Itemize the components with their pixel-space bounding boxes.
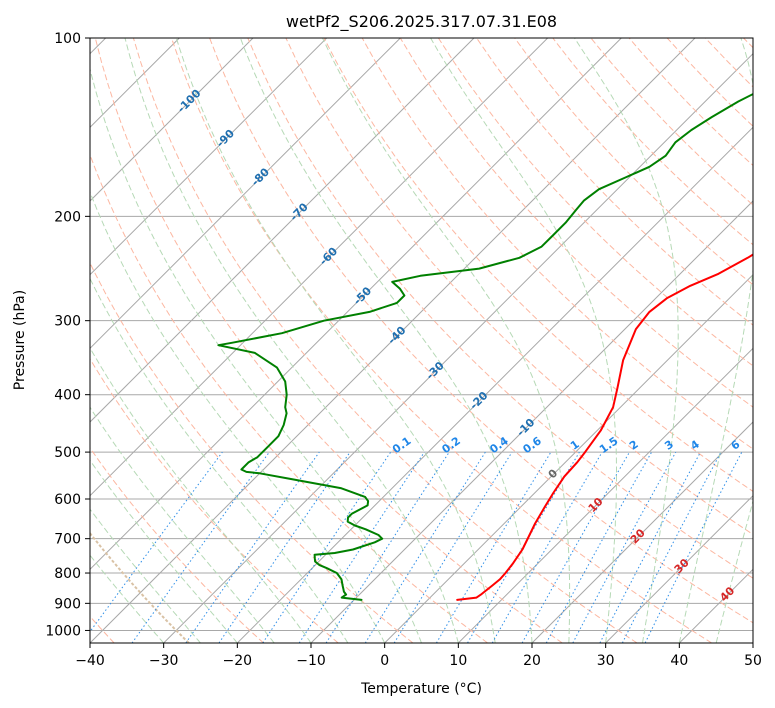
dry-adiabat-line	[285, 38, 753, 536]
x-tick-label: 10	[449, 653, 467, 669]
y-tick-label: 400	[54, 388, 81, 404]
isotherm-line	[457, 347, 753, 643]
x-tick-label: −10	[296, 653, 326, 669]
moist-adiabat-line	[430, 38, 617, 643]
dry-adiabat-line	[247, 38, 753, 579]
y-tick-label: 1000	[45, 623, 81, 639]
mixing-ratio-line	[185, 451, 320, 643]
y-axis: 100 200 300 400 500 600 700 800 900 1000	[45, 31, 90, 639]
dry-adiabat-line	[209, 38, 753, 624]
moist-adiabat-line	[322, 38, 571, 643]
dry-adiabat-line	[361, 38, 753, 450]
x-tick-label: −20	[223, 653, 253, 669]
dry-adiabat-line	[132, 38, 638, 643]
y-tick-label: 600	[54, 492, 81, 508]
moist-adiabat-line	[90, 406, 275, 643]
mixing-ratio-line	[131, 451, 270, 643]
dry-adiabat-line	[90, 261, 414, 643]
dry-adiabat-line	[399, 38, 753, 408]
dry-adiabat-line	[90, 357, 339, 643]
isotherm-line	[90, 38, 328, 276]
x-axis: −40 −30 −20 −10 0 10 20 30 40 50	[75, 643, 762, 669]
dry-adiabat-line	[514, 38, 753, 286]
isotherm-line	[605, 494, 753, 643]
y-tick-label: 900	[54, 596, 81, 612]
x-tick-label: 50	[744, 653, 762, 669]
mixing-ratio-line	[545, 451, 653, 643]
moist-adiabat-line	[90, 554, 165, 643]
temperature-profile-line	[456, 253, 753, 601]
moist-adiabats	[90, 38, 753, 643]
moist-adiabat-line	[90, 277, 349, 643]
isotherm-line	[384, 273, 753, 643]
x-axis-title: Temperature (°C)	[360, 681, 482, 697]
sounding-series	[217, 92, 753, 601]
isotherm-line	[90, 38, 254, 202]
plot-frame	[89, 37, 754, 644]
moist-adiabat-line	[90, 459, 238, 643]
isotherm-line	[531, 421, 753, 643]
y-tick-label: 700	[54, 532, 81, 548]
dry-adiabat-line	[94, 38, 563, 643]
y-tick-label: 800	[54, 566, 81, 582]
y-tick-label: 100	[54, 31, 81, 47]
mixing-ratio-lines	[90, 451, 743, 643]
moist-adiabat-line	[90, 508, 201, 643]
moist-adiabat-line	[90, 190, 386, 643]
moist-adiabat-line	[124, 38, 459, 643]
isotherm-line	[90, 38, 401, 350]
moist-adiabat-line	[678, 38, 753, 643]
isotherm-line	[236, 126, 753, 643]
dry-adiabat-line	[437, 38, 753, 367]
x-tick-label: −40	[75, 653, 105, 669]
chart-title: wetPf2_S206.2025.317.07.31.E08	[286, 12, 557, 32]
isotherm-line	[90, 38, 475, 423]
dry-adiabats	[90, 38, 753, 643]
mixing-ratio-line	[393, 451, 513, 643]
dry-adiabat-line	[90, 153, 488, 643]
dewpoint-profile-line	[217, 92, 753, 601]
mixing-ratio-line	[218, 451, 351, 643]
moist-adiabat-line	[239, 38, 533, 643]
mixing-ratio-line	[90, 451, 223, 633]
mixing-ratio-line	[572, 451, 677, 643]
isotherm-line	[90, 38, 622, 571]
y-tick-label: 300	[54, 314, 81, 330]
mixing-ratio-line	[521, 451, 630, 643]
isotherm-line	[163, 52, 753, 643]
mixing-ratio-line	[644, 451, 743, 643]
x-tick-label: 40	[670, 653, 688, 669]
moist-adiabat-line	[175, 38, 496, 643]
y-tick-label: 500	[54, 445, 81, 461]
y-tick-label: 200	[54, 209, 81, 225]
isobar-grid	[90, 38, 753, 631]
moist-adiabat-line	[90, 346, 312, 643]
x-tick-label: 30	[597, 653, 615, 669]
moist-adiabat-line	[90, 66, 422, 643]
y-axis-title: Pressure (hPa)	[12, 290, 28, 390]
mixing-ratio-line	[325, 451, 450, 643]
plot-area: -100-90-80-70-60-50-40-30-20-10010203040…	[90, 38, 753, 643]
x-tick-label: −30	[149, 653, 179, 669]
moist-adiabat-line	[574, 38, 679, 643]
mixing-ratio-line	[298, 451, 425, 643]
dry-adiabat-line	[90, 447, 264, 643]
x-tick-label: 20	[523, 653, 541, 669]
x-tick-label: 0	[380, 653, 389, 669]
